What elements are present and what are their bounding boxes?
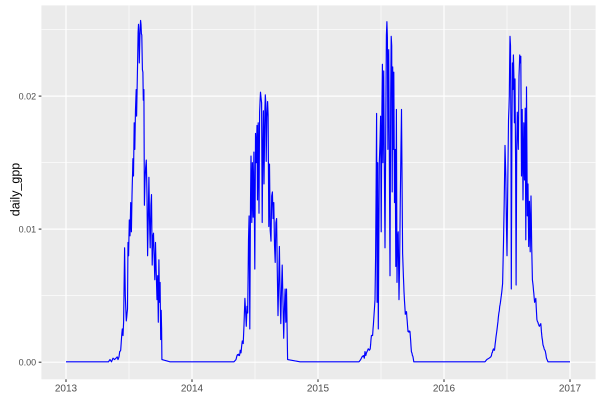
- svg-text:daily_gpp: daily_gpp: [8, 163, 22, 217]
- svg-text:2017: 2017: [559, 384, 582, 395]
- svg-text:0.01: 0.01: [19, 224, 37, 234]
- svg-text:2015: 2015: [307, 384, 330, 395]
- svg-text:2016: 2016: [433, 384, 456, 395]
- svg-text:2013: 2013: [55, 384, 78, 395]
- svg-text:0.02: 0.02: [19, 91, 37, 101]
- svg-text:0.00: 0.00: [19, 357, 37, 367]
- svg-text:2014: 2014: [181, 384, 204, 395]
